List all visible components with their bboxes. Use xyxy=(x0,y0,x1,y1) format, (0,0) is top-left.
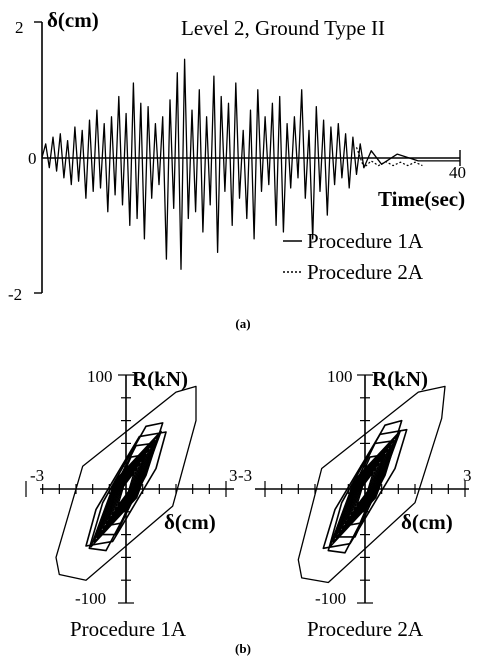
panel-b-left-caption: Procedure 1A xyxy=(70,617,187,641)
hysteresis-core-cycle xyxy=(101,448,151,530)
panel-b-right-x-tick-label-minus-3: -3 xyxy=(238,466,252,485)
panel-b-left-x-tick-label-minus-3: -3 xyxy=(30,466,44,485)
panel-b-right-y-axis-label: R(kN) xyxy=(372,367,428,391)
panel-b-left-hysteresis: 100 R(kN) -3 3 δ(cm) -100 Procedure 1A xyxy=(25,367,238,641)
legend-label-procedure-2a: Procedure 2A xyxy=(307,260,424,284)
panel-a-x-tick-label-40: 40 xyxy=(449,163,466,182)
hysteresis-loop xyxy=(88,422,164,552)
panel-a-y-axis-label: δ(cm) xyxy=(47,8,99,32)
hysteresis-core-cycle xyxy=(340,448,390,530)
panel-a-title: Level 2, Ground Type II xyxy=(181,16,385,40)
panel-b-right-plot-area xyxy=(297,385,446,584)
hysteresis-core-cycle xyxy=(337,443,393,535)
hysteresis-core-cycle xyxy=(328,430,402,548)
panel-b-right-y-tick-label-100: 100 xyxy=(327,367,353,386)
panel-b-right-y-tick-label-minus-100: -100 xyxy=(315,589,346,608)
panel-a-x-axis-label: Time(sec) xyxy=(378,187,465,211)
panel-b-right-hysteresis: 100 R(kN) -3 3 δ(cm) -100 Procedure 2A xyxy=(238,367,472,641)
hysteresis-core-cycle xyxy=(98,443,154,535)
hysteresis-loop xyxy=(55,385,197,581)
panel-b-left-y-tick-label-100: 100 xyxy=(87,367,113,386)
hysteresis-loop xyxy=(85,431,167,547)
hysteresis-core-cycle xyxy=(89,430,163,548)
panel-a-plot-area xyxy=(41,58,460,270)
legend-label-procedure-1a: Procedure 1A xyxy=(307,229,424,253)
panel-b-right-x-tick-label-3: 3 xyxy=(463,466,472,485)
panel-a-time-history: 2 0 -2 δ(cm) Level 2, Ground Type II 40 … xyxy=(8,8,466,331)
panel-a-legend: Procedure 1A Procedure 2A xyxy=(283,229,424,284)
hysteresis-core-cycle xyxy=(92,434,160,544)
panel-b-left-y-tick-label-minus-100: -100 xyxy=(75,589,106,608)
panel-a-y-tick-label-2: 2 xyxy=(15,18,24,37)
panel-b-label: (b) xyxy=(235,641,251,656)
hysteresis-core-cycle xyxy=(95,439,157,539)
panel-a-y-tick-label-0: 0 xyxy=(28,149,37,168)
hysteresis-core-cycle xyxy=(343,453,387,525)
panel-a-y-tick-label-minus-2: -2 xyxy=(8,285,22,304)
panel-b-left-plot-area xyxy=(55,385,197,581)
panel-a-label: (a) xyxy=(235,316,250,331)
panel-b-left-x-axis-label: δ(cm) xyxy=(164,510,216,534)
hysteresis-loop xyxy=(297,385,446,584)
hysteresis-core-cycle xyxy=(104,453,148,525)
hysteresis-core-cycle xyxy=(334,439,396,539)
panel-b-right-x-axis-label: δ(cm) xyxy=(401,510,453,534)
series-line-procedure-2a xyxy=(355,147,423,169)
panel-b-right-caption: Procedure 2A xyxy=(307,617,424,641)
hysteresis-loop xyxy=(327,419,403,554)
panel-b-left-y-axis-label: R(kN) xyxy=(132,367,188,391)
hysteresis-core-cycle xyxy=(331,434,399,544)
panel-b-left-x-tick-label-3: 3 xyxy=(229,466,238,485)
hysteresis-loop xyxy=(322,428,408,550)
series-line-procedure-1a xyxy=(41,58,460,270)
